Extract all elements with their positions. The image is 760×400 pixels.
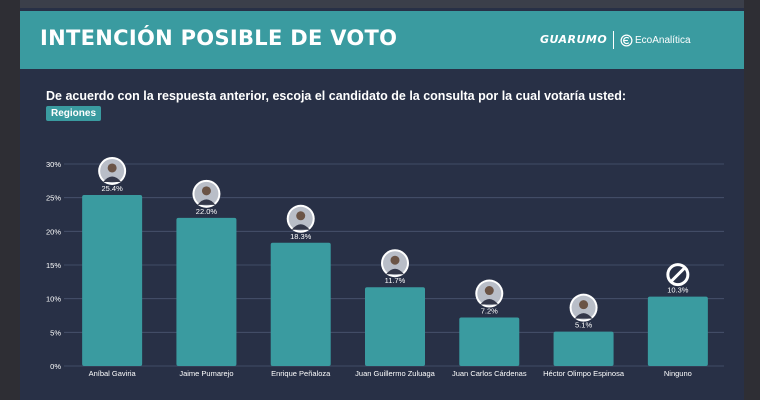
avatar-shoulders	[291, 224, 310, 230]
y-tick-label: 10%	[46, 295, 61, 304]
y-tick-label: 25%	[46, 194, 61, 203]
category-label: Jaime Pumarejo	[179, 369, 233, 378]
bar	[270, 242, 331, 366]
y-tick-label: 0%	[50, 362, 61, 371]
category-label: Juan Guillermo Zuluaga	[355, 369, 435, 378]
value-label: 11.7%	[385, 276, 406, 285]
top-strip	[20, 0, 744, 8]
partner-name: EcoAnalítica	[635, 34, 691, 46]
avatar-shoulders	[197, 199, 216, 205]
value-label: 22.0%	[196, 207, 218, 216]
avatar-head	[579, 300, 589, 310]
bar	[176, 217, 237, 366]
y-tick-label: 5%	[50, 328, 61, 337]
value-label: 5.1%	[575, 321, 592, 330]
header-bar: INTENCIÓN POSIBLE DE VOTO GUARUMO EcoAna…	[20, 11, 744, 69]
avatar-head	[296, 211, 306, 221]
y-tick-label: 20%	[46, 227, 61, 236]
value-label: 18.3%	[290, 232, 312, 241]
category-label: Aníbal Gaviria	[89, 369, 137, 378]
avatar-head	[484, 286, 494, 296]
category-label: Enrique Peñaloza	[271, 369, 331, 378]
avatar-shoulders	[574, 313, 593, 319]
bar	[647, 296, 708, 366]
category-label: Ninguno	[664, 369, 692, 378]
no-option-icon	[666, 263, 690, 287]
survey-question: De acuerdo con la respuesta anterior, es…	[46, 89, 627, 103]
page-title: INTENCIÓN POSIBLE DE VOTO	[40, 26, 398, 50]
brand-divider	[613, 31, 614, 49]
y-tick-label: 30%	[46, 160, 61, 169]
no-option-icon-slash	[669, 266, 686, 283]
avatar-shoulders	[386, 268, 404, 275]
region-badge: Regiones	[46, 106, 102, 121]
value-label: 10.3%	[667, 286, 689, 295]
avatar-head	[390, 255, 400, 265]
eco-logo-icon	[620, 34, 633, 46]
value-label: 7.2%	[481, 307, 498, 316]
avatar-shoulders	[103, 176, 122, 182]
bar	[553, 331, 614, 366]
bar	[82, 194, 143, 366]
y-tick-label: 15%	[46, 261, 61, 270]
value-label: 25.4%	[102, 184, 124, 193]
partner-logo: EcoAnalítica	[620, 32, 691, 48]
avatar-head	[107, 163, 117, 173]
avatar-shoulders	[480, 299, 499, 305]
avatar-head	[201, 186, 211, 196]
category-label: Juan Carlos Cárdenas	[452, 369, 527, 378]
category-label: Héctor Olimpo Espinosa	[543, 369, 625, 378]
brand-logo: GUARUMO	[540, 33, 608, 46]
bar	[365, 287, 425, 366]
bar	[459, 317, 520, 366]
